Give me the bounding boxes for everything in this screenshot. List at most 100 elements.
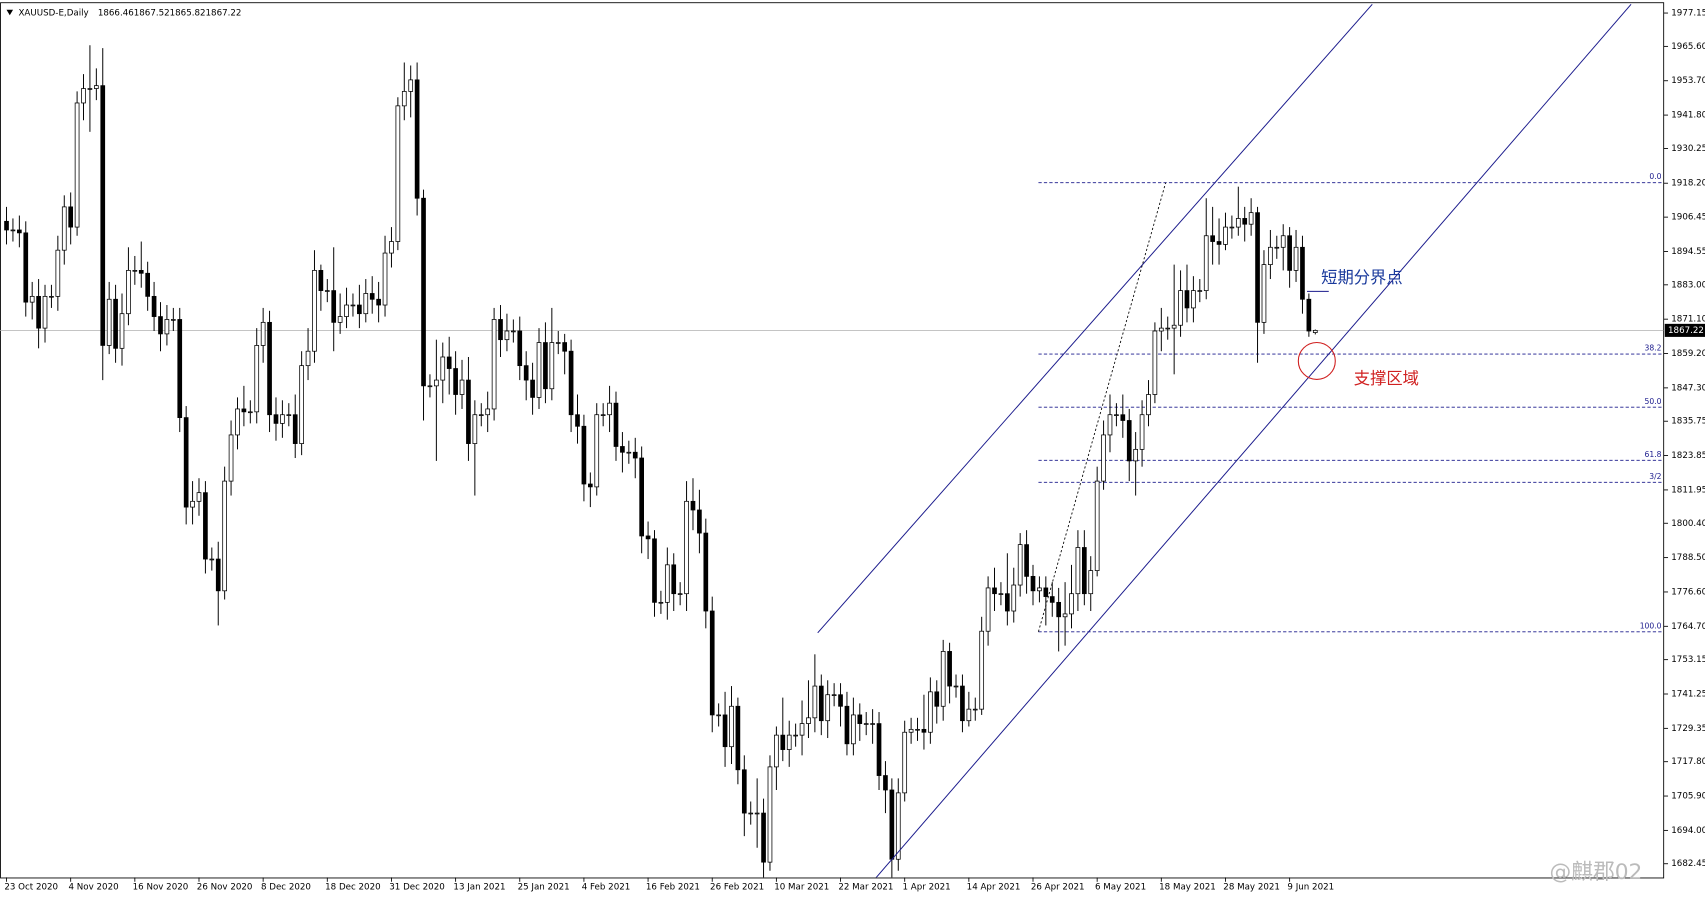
candle-body <box>190 500 195 508</box>
candle-body <box>4 220 9 231</box>
candle-body <box>1049 596 1055 603</box>
candle-body <box>741 769 747 814</box>
candle-body <box>1165 327 1171 330</box>
candle-body <box>132 270 138 272</box>
y-tick-label: 1788.50 <box>1671 553 1705 563</box>
header-low: 1865.82 <box>170 9 206 19</box>
candle-body <box>1037 587 1042 592</box>
y-tick-label: 1811.95 <box>1671 485 1705 495</box>
candle-body <box>1017 544 1023 586</box>
channel-upper <box>817 4 1373 634</box>
candle-body <box>818 685 824 722</box>
x-tick-label: 14 Apr 2021 <box>967 883 1021 893</box>
candle-body <box>158 316 163 335</box>
candle-body <box>350 304 356 307</box>
candle-body <box>119 313 125 349</box>
candle-body <box>491 319 497 410</box>
candle-body <box>831 694 837 696</box>
candle-body <box>613 402 619 447</box>
header-close: 1867.22 <box>206 9 242 19</box>
candle-body <box>587 483 593 488</box>
x-tick-label: 8 Dec 2020 <box>261 883 311 893</box>
candle-body <box>799 723 805 736</box>
candle-body <box>61 206 67 251</box>
y-tick-label: 1800.40 <box>1671 519 1705 529</box>
candle-body <box>299 365 304 444</box>
candle-body <box>992 587 997 595</box>
candle-body <box>1191 290 1196 309</box>
fib-label: 3/2 <box>1649 472 1661 481</box>
candle-body <box>979 630 985 710</box>
y-tick-label: 1859.20 <box>1671 349 1705 359</box>
candle-body <box>645 535 651 540</box>
candle-body <box>414 79 420 199</box>
candle-body <box>151 295 157 317</box>
candle-body <box>703 532 709 612</box>
x-tick-label: 18 May 2021 <box>1159 883 1216 893</box>
candle-body <box>677 593 683 595</box>
candle-body <box>1197 290 1203 292</box>
y-tick-label: 1682.45 <box>1671 859 1705 869</box>
candle-body <box>376 298 381 306</box>
candle-body <box>357 304 362 315</box>
candle-body <box>1210 235 1215 242</box>
candle-body <box>485 408 491 416</box>
candle-body <box>55 249 61 297</box>
candle-body <box>543 342 548 390</box>
candle-body <box>985 587 991 632</box>
plot <box>0 45 1664 878</box>
candle-body <box>1024 544 1029 577</box>
candle-body <box>517 330 523 367</box>
x-tick-label: 26 Feb 2021 <box>710 883 764 893</box>
candle-body <box>697 509 702 534</box>
candle-body <box>1242 218 1248 225</box>
candle-body <box>203 492 208 560</box>
candle-body <box>786 734 792 750</box>
menu-arrow <box>6 9 14 16</box>
candle-body <box>966 708 972 722</box>
candle-body <box>998 593 1004 595</box>
candle-body <box>177 319 183 418</box>
y-tick-label: 1823.85 <box>1671 451 1705 461</box>
candle-body <box>1274 246 1280 249</box>
candle-body <box>607 402 612 416</box>
candle-body <box>729 705 734 748</box>
candle-body <box>549 342 555 390</box>
candle-body <box>324 290 330 292</box>
candle-body <box>408 79 414 92</box>
candle-body <box>1094 480 1100 571</box>
candle-body <box>337 316 343 323</box>
candle-body <box>581 425 587 485</box>
candle-body <box>658 601 664 604</box>
x-tick-label: 4 Feb 2021 <box>582 883 631 893</box>
candle-body <box>453 368 458 395</box>
fib-label: 61.8 <box>1645 450 1662 459</box>
x-tick-label: 23 Oct 2020 <box>4 883 58 893</box>
candle-body <box>761 812 766 863</box>
candle-body <box>1069 593 1074 615</box>
candle-body <box>947 651 952 687</box>
candle-body <box>318 270 324 291</box>
candle-body <box>1133 448 1138 462</box>
candle-body <box>632 451 638 459</box>
candle-body <box>427 385 433 388</box>
candle-body <box>1255 212 1260 323</box>
candle-body <box>260 321 266 346</box>
candle-body <box>1312 329 1318 333</box>
y-tick-label: 1694.00 <box>1671 826 1705 836</box>
candle-body <box>1056 601 1062 618</box>
candle-body <box>273 414 279 424</box>
candle-body <box>671 564 677 595</box>
y-tick-label: 1776.60 <box>1671 587 1705 597</box>
candle-body <box>1152 330 1158 395</box>
candle-body <box>466 379 471 444</box>
y-tick-label: 1741.25 <box>1671 690 1705 700</box>
candle-body <box>312 270 317 352</box>
x-tick-label: 4 Nov 2020 <box>69 883 119 893</box>
candle-body <box>921 728 927 733</box>
candle-body <box>1043 587 1049 597</box>
candle-body <box>68 206 74 228</box>
support-circle <box>1297 341 1336 381</box>
x-tick-label: 10 Mar 2021 <box>774 883 829 893</box>
